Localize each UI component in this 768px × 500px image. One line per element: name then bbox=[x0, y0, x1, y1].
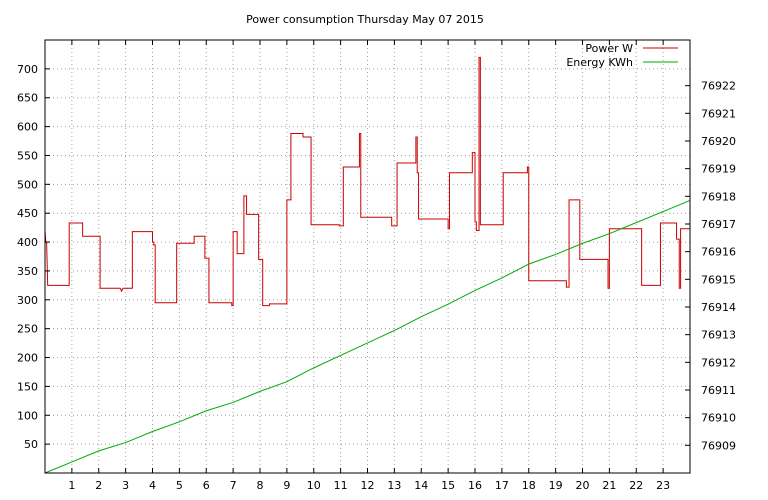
grid bbox=[45, 40, 690, 473]
y2-tick-label: 76921 bbox=[701, 107, 736, 120]
x-tick-label: 21 bbox=[602, 479, 616, 492]
x-tick-label: 3 bbox=[122, 479, 129, 492]
chart-title: Power consumption Thursday May 07 2015 bbox=[246, 13, 484, 26]
x-tick-label: 11 bbox=[334, 479, 348, 492]
y-tick-label: 200 bbox=[17, 352, 38, 365]
y2-tick-label: 76920 bbox=[701, 135, 736, 148]
y2-tick-label: 76911 bbox=[701, 384, 736, 397]
axes: 1 2 3 4 5 6 7 8 9 10 11 12 13 14 15 16 17 18 19 20 21 22 23501… bbox=[17, 40, 736, 492]
y-tick-label: 100 bbox=[17, 409, 38, 422]
series-line-power-w bbox=[44, 56, 690, 307]
y2-tick-label: 76916 bbox=[701, 246, 736, 259]
x-tick-label: 14 bbox=[414, 479, 428, 492]
y-tick-label: 300 bbox=[17, 294, 38, 307]
plot-series bbox=[44, 56, 691, 474]
x-tick-label: 2 bbox=[95, 479, 102, 492]
x-tick-label: 16 bbox=[468, 479, 482, 492]
y2-tick-label: 76919 bbox=[701, 163, 736, 176]
y-tick-label: 650 bbox=[17, 92, 38, 105]
y-tick-label: 550 bbox=[17, 149, 38, 162]
y2-tick-label: 76918 bbox=[701, 190, 736, 203]
y-tick-label: 50 bbox=[24, 438, 38, 451]
y2-tick-label: 76913 bbox=[701, 329, 736, 342]
y2-tick-label: 76917 bbox=[701, 218, 736, 231]
x-tick-label: 1 bbox=[68, 479, 75, 492]
y-tick-label: 350 bbox=[17, 265, 38, 278]
x-tick-label: 15 bbox=[441, 479, 455, 492]
y2-tick-label: 76915 bbox=[701, 273, 736, 286]
y-tick-label: 250 bbox=[17, 323, 38, 336]
y2-tick-label: 76914 bbox=[701, 301, 736, 314]
x-tick-label: 19 bbox=[549, 479, 563, 492]
x-tick-label: 23 bbox=[656, 479, 670, 492]
x-tick-label: 18 bbox=[522, 479, 536, 492]
y-tick-label: 450 bbox=[17, 207, 38, 220]
y-tick-label: 700 bbox=[17, 63, 38, 76]
legend-label: Energy KWh bbox=[566, 56, 633, 69]
y-tick-label: 600 bbox=[17, 121, 38, 134]
series-line-energy-kwh bbox=[44, 200, 691, 474]
x-tick-label: 4 bbox=[149, 479, 156, 492]
x-tick-label: 6 bbox=[203, 479, 210, 492]
x-tick-label: 10 bbox=[307, 479, 321, 492]
x-tick-label: 7 bbox=[230, 479, 237, 492]
x-tick-label: 9 bbox=[283, 479, 290, 492]
y2-tick-label: 76922 bbox=[701, 80, 736, 93]
y2-tick-label: 76909 bbox=[701, 439, 736, 452]
x-tick-label: 20 bbox=[576, 479, 590, 492]
y-tick-label: 500 bbox=[17, 178, 38, 191]
x-tick-label: 17 bbox=[495, 479, 509, 492]
x-tick-label: 13 bbox=[387, 479, 401, 492]
y2-tick-label: 76910 bbox=[701, 412, 736, 425]
y2-tick-label: 76912 bbox=[701, 356, 736, 369]
y-tick-label: 400 bbox=[17, 236, 38, 249]
x-tick-label: 12 bbox=[361, 479, 375, 492]
x-tick-label: 22 bbox=[629, 479, 643, 492]
x-tick-label: 5 bbox=[176, 479, 183, 492]
y-tick-label: 150 bbox=[17, 380, 38, 393]
legend-label: Power W bbox=[585, 42, 633, 55]
x-tick-label: 8 bbox=[257, 479, 264, 492]
